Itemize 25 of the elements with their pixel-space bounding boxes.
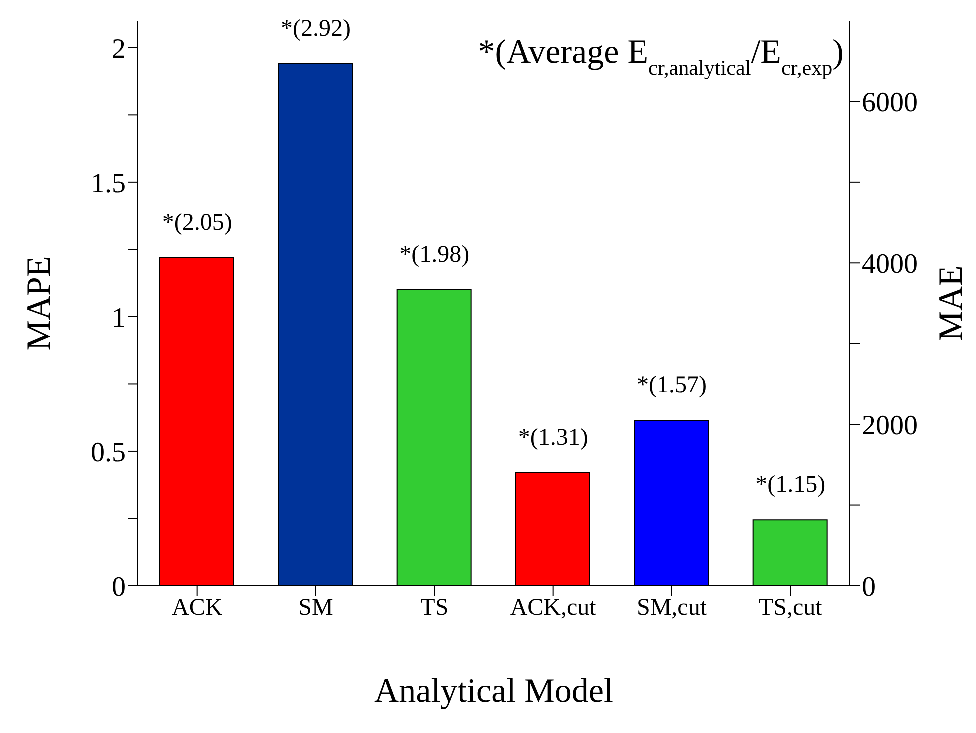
x-tick-label: SM,cut <box>636 595 708 622</box>
x-tick-label: ACK,cut <box>510 595 597 622</box>
y2-tick-label: 6000 <box>862 88 918 119</box>
y2-axis-title: MAE <box>933 266 970 342</box>
x-tick-label: SM <box>298 595 334 622</box>
y-tick-label: 0.5 <box>91 437 126 468</box>
annotation: *(1.57) <box>637 372 707 399</box>
y-axis-title: MAPE <box>21 256 58 351</box>
annotation: *(1.98) <box>400 242 470 268</box>
x-tick-label: ACK <box>172 595 224 622</box>
x-axis-title: Analytical Model <box>374 673 614 710</box>
x-tick-label: TS <box>420 595 449 622</box>
annotation: *(1.31) <box>518 425 588 451</box>
y2-tick-label: 4000 <box>862 249 918 280</box>
annotation: *(Average E$_{cr,analytical}$/E$_{cr,exp}$) <box>478 34 844 80</box>
y-tick-label: 0 <box>112 572 126 603</box>
y-tick-label: 1.5 <box>91 168 126 200</box>
y2-tick-label: 0 <box>862 572 876 603</box>
x-tick-label: TS,cut <box>759 595 823 622</box>
annotation: *(2.92) <box>281 16 351 42</box>
annotation: *(1.15) <box>756 472 826 498</box>
annotation: *(2.05) <box>162 210 232 236</box>
y-tick-label: 1 <box>112 302 126 334</box>
y-tick-label: 2 <box>112 34 126 65</box>
y2-tick-label: 2000 <box>862 410 918 442</box>
